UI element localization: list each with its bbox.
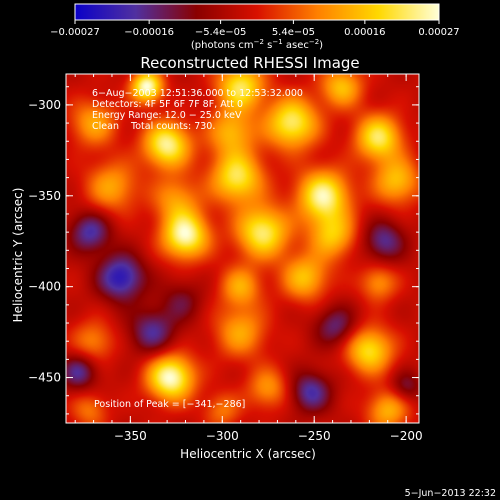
colorbar-tick-label: −5.4e−05 <box>195 27 247 38</box>
x-axis-label: Heliocentric X (arcsec) <box>180 447 316 461</box>
y-tick-label: −450 <box>28 371 61 385</box>
colorbar-tick-label: 0.00027 <box>418 27 459 38</box>
colorbar-tick-label: −0.00027 <box>50 27 100 38</box>
heatmap-image <box>66 74 419 423</box>
info-line-energy: Energy Range: 12.0 − 25.0 keV <box>92 110 242 121</box>
colorbar-unit-label: (photons cm−2 s−1 asec−2) <box>191 38 323 51</box>
plot-frame <box>65 73 420 424</box>
x-tick-label: −350 <box>114 429 147 443</box>
y-tick-label: −300 <box>28 98 61 112</box>
observation-info: 6−Aug−2003 12:51:36.000 to 12:53:32.000 … <box>92 88 303 132</box>
colorbar-tick-label: −0.00016 <box>124 27 174 38</box>
peak-position-label: Position of Peak = [−341,−286] <box>94 399 245 410</box>
colorbar <box>74 3 440 21</box>
axis-ticks: −350 −300 −250 −200 −300 −350 −400 −450 <box>28 74 423 443</box>
colorbar-ticks: −0.00027 −0.00016 −5.4e−05 5.4e−05 0.00016 0.… <box>50 20 460 38</box>
x-tick-label: −300 <box>206 429 239 443</box>
info-line-clean: Clean Total counts: 730. <box>92 121 215 132</box>
x-tick-label: −250 <box>298 429 331 443</box>
y-tick-label: −350 <box>28 189 61 203</box>
colorbar-tick-label: 5.4e−05 <box>272 27 315 38</box>
date-stamp: 5−Jun−2013 22:32 <box>405 488 496 499</box>
info-line-time: 6−Aug−2003 12:51:36.000 to 12:53:32.000 <box>92 88 303 99</box>
x-tick-label: −200 <box>390 429 423 443</box>
y-axis-label: Heliocentric Y (arcsec) <box>11 188 25 323</box>
colorbar-tick-label: 0.00016 <box>344 27 385 38</box>
chart-title: Reconstructed RHESSI Image <box>140 54 359 72</box>
info-line-detectors: Detectors: 4F 5F 6F 7F 8F, Att 0 <box>92 99 243 110</box>
y-tick-label: −400 <box>28 280 61 294</box>
